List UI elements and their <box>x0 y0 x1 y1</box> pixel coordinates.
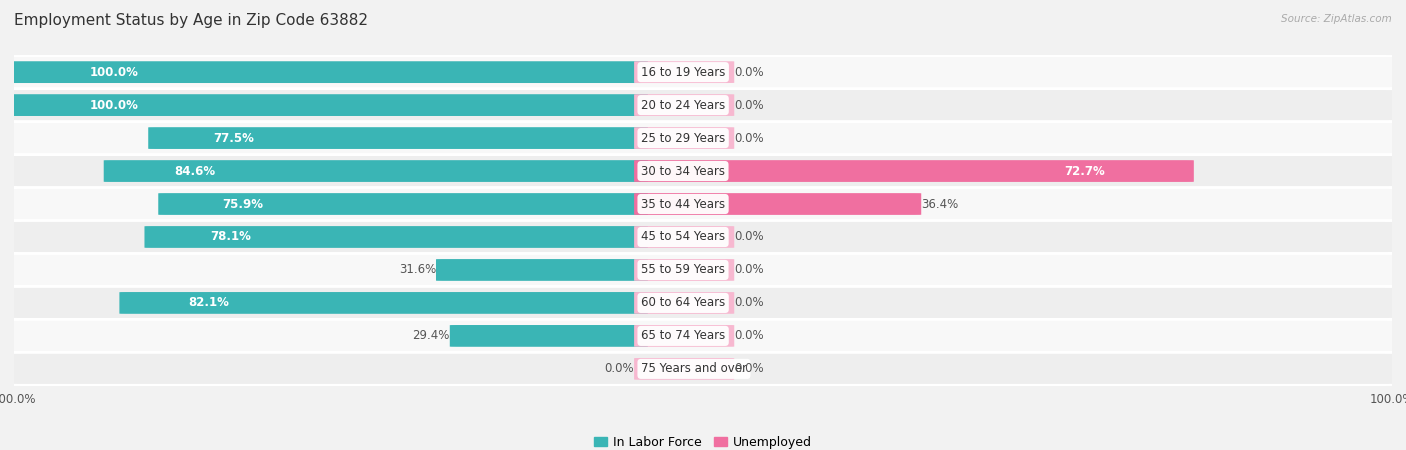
FancyBboxPatch shape <box>634 226 734 248</box>
Text: 78.1%: 78.1% <box>209 230 252 243</box>
Text: 60 to 64 Years: 60 to 64 Years <box>641 297 725 310</box>
FancyBboxPatch shape <box>10 254 1396 286</box>
Text: 72.7%: 72.7% <box>1064 165 1105 178</box>
FancyBboxPatch shape <box>148 127 648 149</box>
FancyBboxPatch shape <box>634 127 734 149</box>
FancyBboxPatch shape <box>120 292 648 314</box>
Text: 0.0%: 0.0% <box>734 329 763 342</box>
FancyBboxPatch shape <box>10 287 1396 319</box>
FancyBboxPatch shape <box>450 325 648 347</box>
Text: 0.0%: 0.0% <box>734 362 763 375</box>
Text: 77.5%: 77.5% <box>214 131 254 144</box>
FancyBboxPatch shape <box>10 221 1396 253</box>
FancyBboxPatch shape <box>634 193 921 215</box>
FancyBboxPatch shape <box>7 94 648 116</box>
Text: 0.0%: 0.0% <box>734 297 763 310</box>
Text: 0.0%: 0.0% <box>734 131 763 144</box>
Legend: In Labor Force, Unemployed: In Labor Force, Unemployed <box>589 431 817 450</box>
Text: 31.6%: 31.6% <box>399 263 436 276</box>
Text: 16 to 19 Years: 16 to 19 Years <box>641 66 725 79</box>
Text: 100.0%: 100.0% <box>90 66 138 79</box>
Text: 0.0%: 0.0% <box>734 263 763 276</box>
FancyBboxPatch shape <box>634 358 734 380</box>
Text: 45 to 54 Years: 45 to 54 Years <box>641 230 725 243</box>
FancyBboxPatch shape <box>10 122 1396 154</box>
Text: 55 to 59 Years: 55 to 59 Years <box>641 263 725 276</box>
Text: 75.9%: 75.9% <box>222 198 263 211</box>
Text: 84.6%: 84.6% <box>174 165 215 178</box>
Text: 0.0%: 0.0% <box>734 99 763 112</box>
Text: 25 to 29 Years: 25 to 29 Years <box>641 131 725 144</box>
Text: 75 Years and over: 75 Years and over <box>641 362 747 375</box>
Text: 82.1%: 82.1% <box>188 297 229 310</box>
FancyBboxPatch shape <box>7 61 648 83</box>
FancyBboxPatch shape <box>634 94 734 116</box>
FancyBboxPatch shape <box>159 193 648 215</box>
FancyBboxPatch shape <box>436 259 648 281</box>
FancyBboxPatch shape <box>634 259 734 281</box>
Text: Employment Status by Age in Zip Code 63882: Employment Status by Age in Zip Code 638… <box>14 14 368 28</box>
Text: 35 to 44 Years: 35 to 44 Years <box>641 198 725 211</box>
FancyBboxPatch shape <box>10 155 1396 187</box>
FancyBboxPatch shape <box>10 353 1396 385</box>
Text: 0.0%: 0.0% <box>734 66 763 79</box>
Text: Source: ZipAtlas.com: Source: ZipAtlas.com <box>1281 14 1392 23</box>
FancyBboxPatch shape <box>10 188 1396 220</box>
FancyBboxPatch shape <box>634 160 1194 182</box>
Text: 65 to 74 Years: 65 to 74 Years <box>641 329 725 342</box>
FancyBboxPatch shape <box>634 292 734 314</box>
Text: 0.0%: 0.0% <box>605 362 634 375</box>
FancyBboxPatch shape <box>104 160 648 182</box>
FancyBboxPatch shape <box>10 320 1396 352</box>
Text: 100.0%: 100.0% <box>90 99 138 112</box>
Text: 20 to 24 Years: 20 to 24 Years <box>641 99 725 112</box>
FancyBboxPatch shape <box>634 325 734 347</box>
FancyBboxPatch shape <box>10 89 1396 121</box>
FancyBboxPatch shape <box>634 61 734 83</box>
Text: 29.4%: 29.4% <box>412 329 450 342</box>
Text: 30 to 34 Years: 30 to 34 Years <box>641 165 725 178</box>
FancyBboxPatch shape <box>145 226 648 248</box>
Text: 0.0%: 0.0% <box>734 230 763 243</box>
FancyBboxPatch shape <box>10 56 1396 88</box>
Text: 36.4%: 36.4% <box>921 198 959 211</box>
